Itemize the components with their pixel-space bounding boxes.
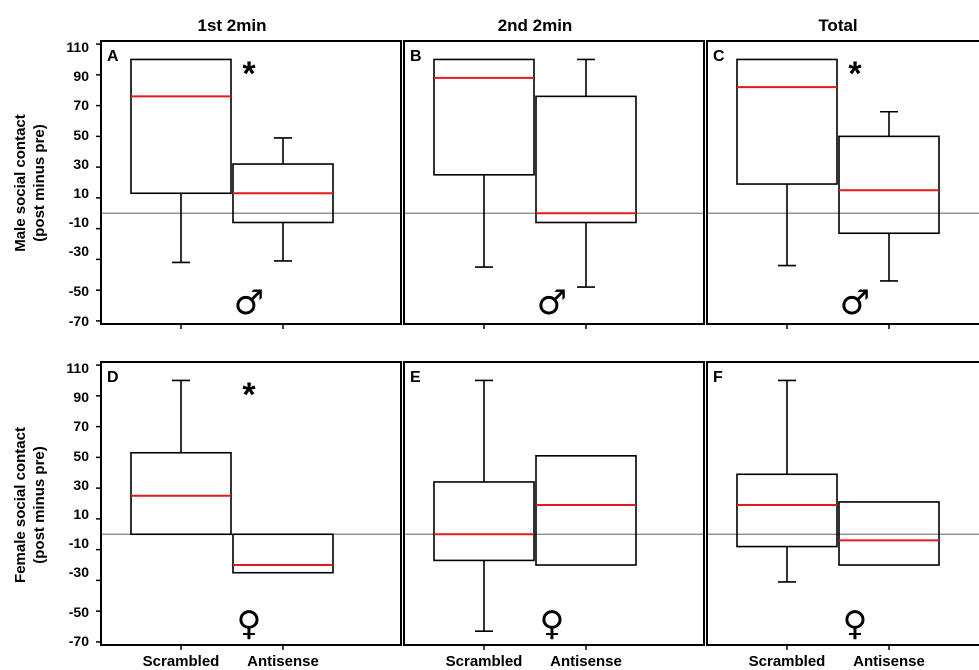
y-tick-label: 50 bbox=[73, 448, 89, 464]
panel-B: B♂ bbox=[403, 40, 705, 329]
box-antisense bbox=[535, 455, 637, 566]
y-tick-label: -30 bbox=[69, 243, 89, 259]
female-symbol-icon: ♀ bbox=[843, 604, 868, 644]
panel-frame bbox=[100, 40, 402, 325]
female-symbol-icon: ♀ bbox=[540, 604, 565, 644]
male-symbol-icon: ♂ bbox=[840, 283, 870, 323]
panel-plot-area bbox=[101, 379, 401, 574]
box-scrambled bbox=[736, 379, 838, 583]
panel-label: F bbox=[713, 369, 723, 386]
y-tick-label: 90 bbox=[73, 389, 89, 405]
interquartile-box bbox=[535, 95, 637, 224]
y-tick-label: -70 bbox=[69, 313, 89, 329]
panel-D: D * ♀ bbox=[96, 361, 402, 650]
y-tick-label: -50 bbox=[69, 604, 89, 620]
panel-plot-area bbox=[101, 58, 401, 264]
y-tick-label: -70 bbox=[69, 633, 89, 649]
significance-star: * bbox=[848, 55, 862, 93]
y-axis-title-male-line2: (post minus pre) bbox=[31, 124, 48, 242]
y-tick-label: 110 bbox=[66, 39, 89, 55]
interquartile-box bbox=[736, 58, 838, 185]
y-axis-title-female-line1: Female social contact bbox=[12, 427, 29, 583]
y-tick-label: -50 bbox=[69, 283, 89, 299]
y-tick-label: 90 bbox=[73, 68, 89, 84]
panel-frame bbox=[403, 40, 705, 325]
y-tick-label: -10 bbox=[69, 214, 89, 230]
y-axis-title-male-line1: Male social contact bbox=[12, 114, 29, 252]
box-scrambled bbox=[433, 58, 535, 268]
y-axis-title-female-line2: (post minus pre) bbox=[31, 446, 48, 564]
y-tick-label: -30 bbox=[69, 564, 89, 580]
x-category-label: Scrambled bbox=[749, 653, 826, 670]
panel-A: A * ♂ bbox=[96, 40, 402, 329]
panel-label: D bbox=[107, 369, 119, 386]
x-category-label: Antisense bbox=[550, 653, 622, 670]
box-antisense bbox=[838, 501, 940, 566]
box-antisense bbox=[535, 58, 637, 288]
interquartile-box bbox=[130, 451, 232, 536]
y-tick-label: 110 bbox=[66, 360, 89, 376]
y-tick-label: 30 bbox=[73, 156, 89, 172]
significance-star: * bbox=[242, 55, 256, 93]
y-tick-label: 70 bbox=[73, 97, 89, 113]
interquartile-box bbox=[838, 135, 940, 235]
panel-label: C bbox=[713, 48, 725, 65]
panel-label: A bbox=[107, 48, 119, 65]
panel-frame bbox=[100, 361, 402, 646]
x-category-label: Antisense bbox=[247, 653, 319, 670]
female-symbol-icon: ♀ bbox=[237, 604, 262, 644]
panel-label: E bbox=[410, 369, 421, 386]
interquartile-box bbox=[433, 58, 535, 176]
panel-E: E♀ bbox=[403, 361, 705, 650]
male-symbol-icon: ♂ bbox=[537, 283, 567, 323]
significance-star: * bbox=[242, 376, 256, 414]
box-scrambled bbox=[433, 379, 535, 632]
y-axis-ticks-row-1: 110 90 70 50 30 10 -10 -30 -50 -70 bbox=[66, 39, 89, 329]
y-tick-label: 10 bbox=[73, 185, 89, 201]
y-tick-label: 70 bbox=[73, 418, 89, 434]
x-category-label: Scrambled bbox=[446, 653, 523, 670]
box-antisense bbox=[232, 137, 334, 262]
panel-F: F♀ bbox=[706, 361, 979, 650]
panel-plot-area bbox=[707, 379, 979, 583]
interquartile-box bbox=[535, 455, 637, 566]
y-tick-label: 30 bbox=[73, 477, 89, 493]
y-tick-label: -10 bbox=[69, 535, 89, 551]
interquartile-box bbox=[130, 58, 232, 195]
interquartile-box bbox=[838, 501, 940, 566]
panels-group: A *♂B♂C *♂D *♀E♀F♀ bbox=[96, 40, 979, 650]
panel-frame bbox=[706, 40, 979, 325]
column-title-2: 2nd 2min bbox=[498, 16, 573, 35]
panel-C: C * ♂ bbox=[706, 40, 979, 329]
panel-plot-area bbox=[404, 379, 704, 632]
male-symbol-icon: ♂ bbox=[234, 283, 264, 323]
y-tick-label: 50 bbox=[73, 127, 89, 143]
interquartile-box bbox=[736, 473, 838, 548]
y-axis-ticks-row-2: 110 90 70 50 30 10 -10 -30 -50 -70 bbox=[66, 360, 89, 649]
box-antisense bbox=[838, 110, 940, 282]
box-scrambled bbox=[130, 58, 232, 264]
column-title-1: 1st 2min bbox=[198, 16, 267, 35]
x-category-label: Antisense bbox=[853, 653, 925, 670]
y-tick-label: 10 bbox=[73, 506, 89, 522]
column-title-3: Total bbox=[818, 16, 857, 35]
panel-plot-area bbox=[707, 58, 979, 282]
x-category-label: Scrambled bbox=[143, 653, 220, 670]
interquartile-box bbox=[232, 533, 334, 574]
panel-frame bbox=[403, 361, 705, 646]
panel-plot-area bbox=[404, 58, 704, 288]
box-scrambled bbox=[130, 379, 232, 536]
box-scrambled bbox=[736, 58, 838, 267]
panel-frame bbox=[706, 361, 979, 646]
panel-label: B bbox=[410, 48, 422, 65]
interquartile-box bbox=[433, 481, 535, 562]
box-antisense bbox=[232, 533, 334, 574]
